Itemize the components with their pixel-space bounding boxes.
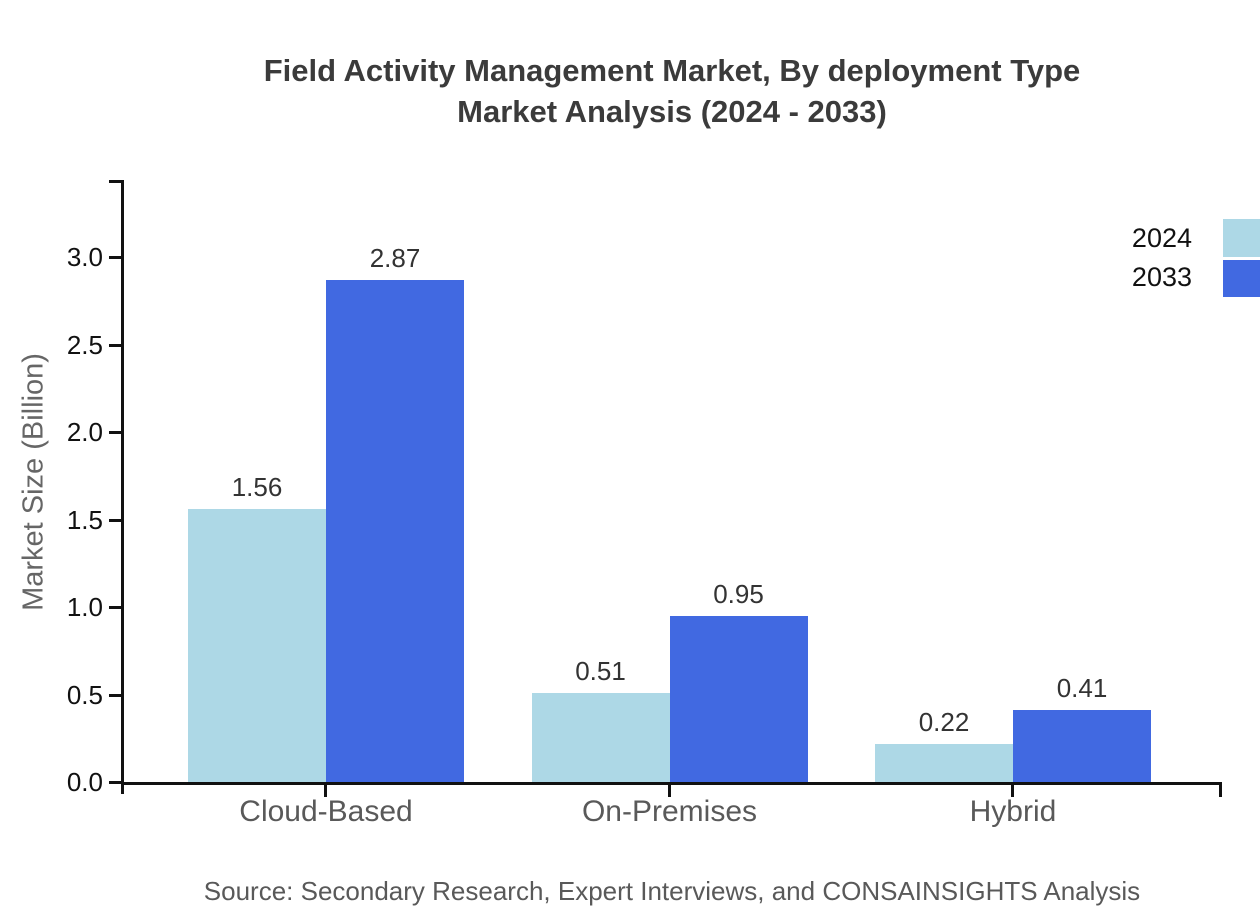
y-axis-top-cap-tick	[109, 180, 121, 183]
bar-value-label: 0.95	[713, 578, 764, 609]
chart-title-line1: Field Activity Management Market, By dep…	[263, 53, 1081, 88]
bar-2033-Hybrid	[1013, 710, 1151, 782]
bar-2024-Cloud-Based	[188, 509, 326, 782]
bar-value-label: 0.22	[918, 706, 970, 737]
bar-2033-Cloud-Based	[326, 279, 464, 782]
y-tick	[109, 256, 121, 259]
y-tick	[109, 606, 121, 609]
legend-swatch-2033	[1223, 260, 1260, 297]
bar-2024-Hybrid	[875, 743, 1013, 782]
category-label-On-Premises: On-Premises	[581, 795, 758, 828]
y-tick-label: 0.0	[66, 767, 103, 797]
y-tick-label: 1.5	[66, 504, 103, 535]
x-tick	[324, 782, 327, 797]
bar-value-label: 2.87	[369, 242, 421, 273]
y-tick	[109, 693, 121, 697]
source-note: Source: Secondary Research, Expert Inter…	[203, 876, 1141, 906]
legend-swatch-2024	[1223, 219, 1260, 257]
category-label-Cloud-Based: Cloud-Based	[239, 795, 413, 828]
y-tick-label: 1.0	[66, 592, 103, 622]
y-tick	[109, 781, 121, 784]
bar-value-label: 0.51	[575, 655, 626, 686]
bar-value-label: 1.56	[231, 472, 283, 502]
bar-2024-On-Premises	[531, 692, 670, 782]
x-axis-right-cap-tick	[1219, 782, 1222, 797]
legend-label-2033: 2033	[1131, 262, 1192, 292]
x-tick	[1011, 782, 1014, 797]
x-axis-spine	[121, 782, 1222, 785]
chart-title-line2: Market Analysis (2024 - 2033)	[457, 94, 887, 129]
legend-label-2024: 2024	[1131, 223, 1192, 253]
y-tick-label: 0.5	[66, 679, 103, 710]
x-tick	[668, 782, 671, 797]
y-tick	[109, 431, 121, 434]
bar-2033-On-Premises	[669, 615, 808, 782]
y-tick	[109, 343, 121, 347]
y-tick-label: 2.0	[66, 417, 103, 447]
bar-value-label: 0.41	[1056, 673, 1108, 704]
y-axis-label: Market Size (Billion)	[17, 353, 50, 611]
chart-title: Field Activity Management Market, By dep…	[122, 50, 1222, 132]
y-axis-spine	[121, 180, 124, 794]
y-tick-label: 3.0	[66, 242, 103, 272]
y-tick-label: 2.5	[66, 329, 103, 360]
category-label-Hybrid: Hybrid	[969, 795, 1057, 828]
y-tick	[109, 518, 121, 522]
